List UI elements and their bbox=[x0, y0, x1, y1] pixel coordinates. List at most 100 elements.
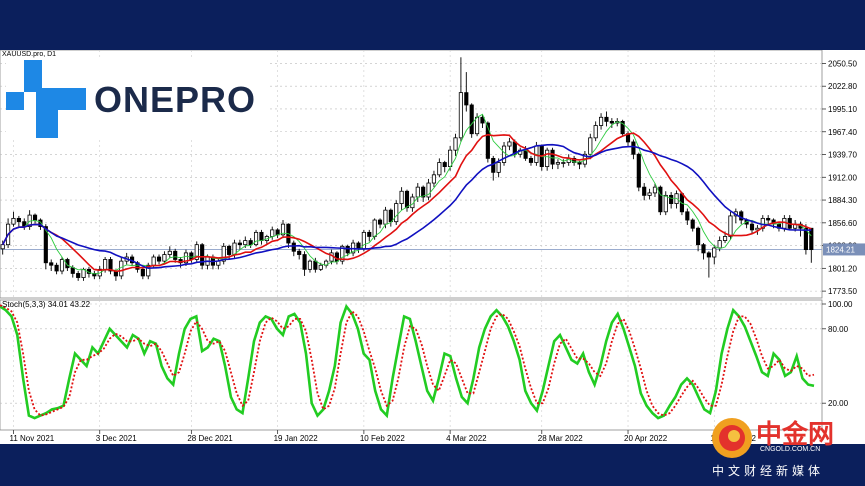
candle-bull bbox=[448, 149, 453, 168]
time-tick-label: 3 Dec 2021 bbox=[96, 434, 137, 443]
candle-bear bbox=[609, 120, 614, 124]
candle-bull bbox=[453, 137, 458, 151]
stoch-tick-label: 100.00 bbox=[828, 300, 853, 309]
price-chart-title: XAUUSD.pro, D1 bbox=[2, 51, 56, 58]
candle-bear bbox=[550, 149, 555, 165]
price-axis: 2050.50 2022.80 1995.10 1967.40 1939.70 1912.… bbox=[822, 59, 857, 296]
candle-bull bbox=[437, 162, 442, 176]
candle-bull bbox=[458, 92, 463, 139]
candle-bear bbox=[76, 273, 81, 278]
candle-bear bbox=[803, 227, 808, 251]
candle-bear bbox=[16, 217, 21, 223]
candle-bear bbox=[70, 267, 75, 274]
candle-bull bbox=[593, 125, 598, 139]
candle-bull bbox=[722, 236, 728, 241]
candle-bear bbox=[237, 242, 242, 246]
candle-bear bbox=[485, 122, 490, 159]
candle-bull bbox=[221, 245, 226, 262]
cngold-tagline: 中文财经新媒体 bbox=[712, 464, 825, 478]
candle-bull bbox=[253, 231, 259, 246]
candle-bull bbox=[183, 252, 189, 264]
candle-bear bbox=[38, 219, 43, 228]
time-tick-label: 20 Apr 2022 bbox=[624, 434, 668, 443]
candle-bull bbox=[243, 240, 248, 246]
candle-bear bbox=[809, 227, 814, 251]
candle-bear bbox=[367, 231, 372, 237]
candle-bear bbox=[577, 162, 582, 165]
price-tick-label: 1773.50 bbox=[828, 287, 857, 296]
candle-bull bbox=[501, 145, 507, 163]
candle-bull bbox=[318, 264, 323, 270]
candle-bull bbox=[59, 259, 65, 272]
candle-bull bbox=[340, 245, 345, 262]
candle-bull bbox=[307, 260, 313, 270]
cngold-logo-icon bbox=[712, 418, 752, 458]
current-price-label: 1824.21 bbox=[826, 245, 855, 254]
candle-bear bbox=[690, 219, 695, 229]
onepro-logo: ONEPRO bbox=[6, 60, 268, 140]
candle-bear bbox=[173, 250, 178, 260]
time-tick-label: 28 Dec 2021 bbox=[187, 434, 233, 443]
candle-bull bbox=[712, 247, 717, 258]
candle-bear bbox=[297, 250, 302, 255]
candle-bear bbox=[356, 242, 361, 250]
candle-bull bbox=[555, 162, 561, 165]
candle-bear bbox=[669, 194, 674, 204]
candle-bear bbox=[749, 223, 755, 231]
chart-area[interactable]: 2050.50 2022.80 1995.10 1967.40 1939.70 1912.… bbox=[0, 49, 865, 444]
candle-bull bbox=[426, 182, 431, 198]
candle-bull bbox=[507, 141, 512, 147]
candle-bull bbox=[663, 194, 668, 213]
time-axis: 11 Nov 2021 3 Dec 2021 28 Dec 2021 19 Jan 2… bbox=[9, 430, 756, 443]
candle-bull bbox=[728, 215, 733, 237]
candle-bull bbox=[545, 149, 550, 168]
price-tick-label: 1912.00 bbox=[828, 173, 857, 182]
price-tick-label: 1967.40 bbox=[828, 128, 857, 137]
candle-bear bbox=[259, 231, 264, 241]
candle-bear bbox=[696, 227, 701, 246]
candle-bull bbox=[431, 174, 437, 184]
time-tick-label: 10 Feb 2022 bbox=[360, 434, 405, 443]
candle-bull bbox=[475, 116, 480, 135]
candle-bull bbox=[561, 162, 566, 164]
candle-bull bbox=[415, 186, 420, 198]
price-tick-label: 1856.60 bbox=[828, 219, 857, 228]
candle-bull bbox=[11, 217, 16, 225]
candle-bull bbox=[280, 223, 286, 236]
candle-bull bbox=[399, 190, 404, 204]
time-tick-label: 11 Nov 2021 bbox=[9, 434, 54, 443]
price-tick-label: 1884.30 bbox=[828, 196, 857, 205]
candle-bear bbox=[636, 153, 641, 188]
candle-bear bbox=[421, 186, 426, 198]
candle-bull bbox=[372, 219, 377, 237]
stoch-tick-label: 80.00 bbox=[828, 325, 849, 334]
candle-bear bbox=[291, 242, 296, 252]
candle-bear bbox=[706, 252, 711, 258]
current-price-line: 1824.21 bbox=[0, 243, 865, 256]
candle-bull bbox=[394, 203, 399, 223]
candle-bear bbox=[604, 116, 609, 122]
ma-slow-line bbox=[1, 143, 812, 270]
candle-bear bbox=[32, 214, 38, 221]
ma-mid-line bbox=[1, 132, 812, 273]
candle-bear bbox=[388, 209, 393, 223]
candle-bear bbox=[442, 162, 447, 168]
stoch-axis: 100.00 80.00 20.00 bbox=[822, 300, 853, 408]
candle-bear bbox=[464, 92, 469, 106]
cngold-url: CNGOLD.COM.CN bbox=[760, 446, 821, 453]
stoch-tick-label: 20.00 bbox=[828, 399, 849, 408]
candle-bull bbox=[588, 137, 593, 155]
candle-bear bbox=[572, 157, 577, 163]
candle-bear bbox=[65, 259, 70, 269]
candle-bull bbox=[194, 244, 199, 260]
price-tick-label: 1939.70 bbox=[828, 151, 857, 160]
candle-bear bbox=[156, 256, 162, 262]
stoch-main-line bbox=[0, 303, 815, 420]
candle-bear bbox=[140, 268, 145, 277]
candle-bear bbox=[404, 190, 410, 209]
candle-bear bbox=[313, 260, 318, 270]
price-tick-label: 1801.20 bbox=[828, 264, 857, 273]
candle-bull bbox=[151, 256, 156, 266]
stoch-signal-line bbox=[0, 304, 815, 417]
